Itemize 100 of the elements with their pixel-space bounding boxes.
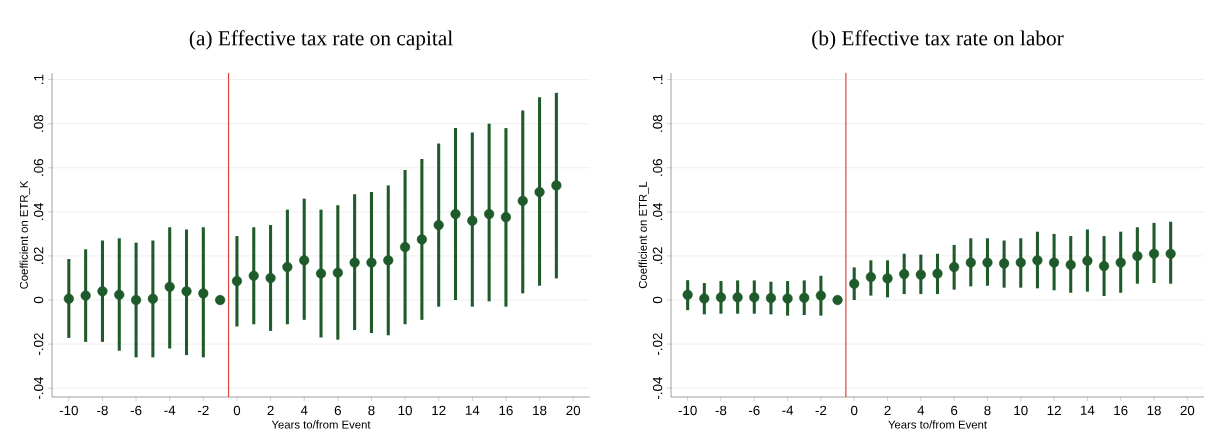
x-tick-label: 16 (499, 405, 513, 416)
x-tick-label: -6 (130, 405, 142, 416)
x-axis-title: Years to/from Event (271, 420, 371, 429)
point (732, 292, 743, 303)
point (433, 220, 444, 231)
point (999, 258, 1010, 269)
point (749, 292, 760, 303)
x-tick-label: 0 (851, 405, 858, 416)
x-tick-label: 12 (1047, 405, 1061, 416)
y-axis-title: Coefficient on ETR_L (638, 181, 650, 289)
point (349, 257, 360, 268)
x-tick-label: 18 (1147, 405, 1161, 416)
y-tick-label: .08 (33, 115, 44, 132)
x-tick-label: 18 (533, 405, 547, 416)
x-tick-label: 8 (368, 405, 375, 416)
point (517, 195, 528, 206)
y-tick-label: -.02 (652, 333, 663, 355)
x-tick-label: -6 (748, 405, 760, 416)
x-tick-label: 2 (884, 405, 891, 416)
point (467, 215, 478, 226)
y-tick-label: .1 (653, 74, 663, 84)
point (1015, 257, 1026, 268)
point (147, 293, 158, 304)
x-tick-label: -8 (97, 405, 108, 416)
point (534, 186, 545, 198)
point (551, 180, 562, 191)
point (181, 286, 192, 297)
point (965, 257, 976, 268)
y-tick-label: -.02 (33, 333, 44, 355)
point (865, 272, 876, 283)
point (1049, 257, 1060, 268)
x-tick-label: -10 (678, 405, 697, 416)
point (114, 289, 125, 300)
point (315, 268, 327, 279)
point (198, 288, 209, 299)
point (1065, 259, 1076, 270)
y-tick-label: .06 (652, 159, 663, 176)
x-tick-label: -2 (197, 405, 209, 416)
y-tick-label: .02 (33, 247, 44, 264)
point (982, 257, 993, 268)
point (949, 261, 960, 273)
point (282, 261, 293, 273)
x-tick-label: -4 (782, 405, 794, 415)
point (383, 255, 394, 266)
point (484, 208, 495, 220)
x-tick-label: 4 (917, 405, 925, 415)
x-tick-label: 0 (233, 405, 241, 416)
point (1032, 255, 1043, 266)
point (832, 294, 843, 306)
y-axis-title: Coefficient on ETR_K (19, 180, 31, 289)
point (849, 278, 860, 289)
x-tick-label: 14 (1081, 405, 1095, 415)
x-tick-label: 6 (334, 405, 341, 416)
point (366, 257, 377, 268)
y-tick-label: .06 (33, 159, 44, 176)
x-tick-label: 20 (566, 405, 581, 416)
point (63, 293, 74, 304)
point (1115, 257, 1126, 268)
y-tick-label: -.04 (652, 377, 663, 400)
point (400, 242, 411, 253)
point (899, 268, 910, 280)
point (1098, 261, 1110, 272)
point (248, 270, 259, 281)
point (80, 290, 91, 301)
x-tick-label: 10 (1014, 405, 1028, 416)
chart-title: (b) Effective tax rate on labor (812, 30, 1064, 50)
point (332, 267, 343, 278)
point (265, 272, 276, 284)
chart-title: (a) Effective tax rate on capital (189, 30, 453, 50)
x-tick-label: -4 (164, 405, 176, 415)
point (699, 293, 710, 304)
point (164, 281, 175, 292)
y-tick-label: .1 (34, 74, 44, 84)
point (97, 286, 108, 297)
point (715, 292, 727, 303)
point (932, 268, 943, 279)
x-tick-label: 6 (951, 405, 958, 416)
x-tick-label: -8 (715, 405, 727, 416)
x-tick-label: 8 (984, 405, 991, 416)
point (231, 275, 243, 287)
y-tick-label: .02 (652, 247, 663, 264)
y-tick-label: .08 (652, 115, 663, 132)
x-tick-label: 20 (1180, 405, 1195, 416)
x-tick-label: 10 (398, 405, 412, 416)
point (765, 292, 777, 304)
point (500, 212, 512, 223)
x-tick-label: 4 (300, 405, 308, 415)
point (299, 255, 310, 266)
y-tick-label: 0 (652, 296, 663, 304)
point (215, 294, 226, 306)
x-axis-title: Years to/from Event (888, 420, 987, 429)
x-tick-label: 2 (267, 405, 274, 416)
point (131, 294, 142, 306)
point (799, 292, 810, 303)
point (450, 208, 461, 220)
point (915, 269, 926, 280)
x-tick-label: 16 (1114, 405, 1128, 416)
point (1148, 248, 1160, 259)
point (682, 289, 693, 300)
point (1132, 250, 1143, 261)
